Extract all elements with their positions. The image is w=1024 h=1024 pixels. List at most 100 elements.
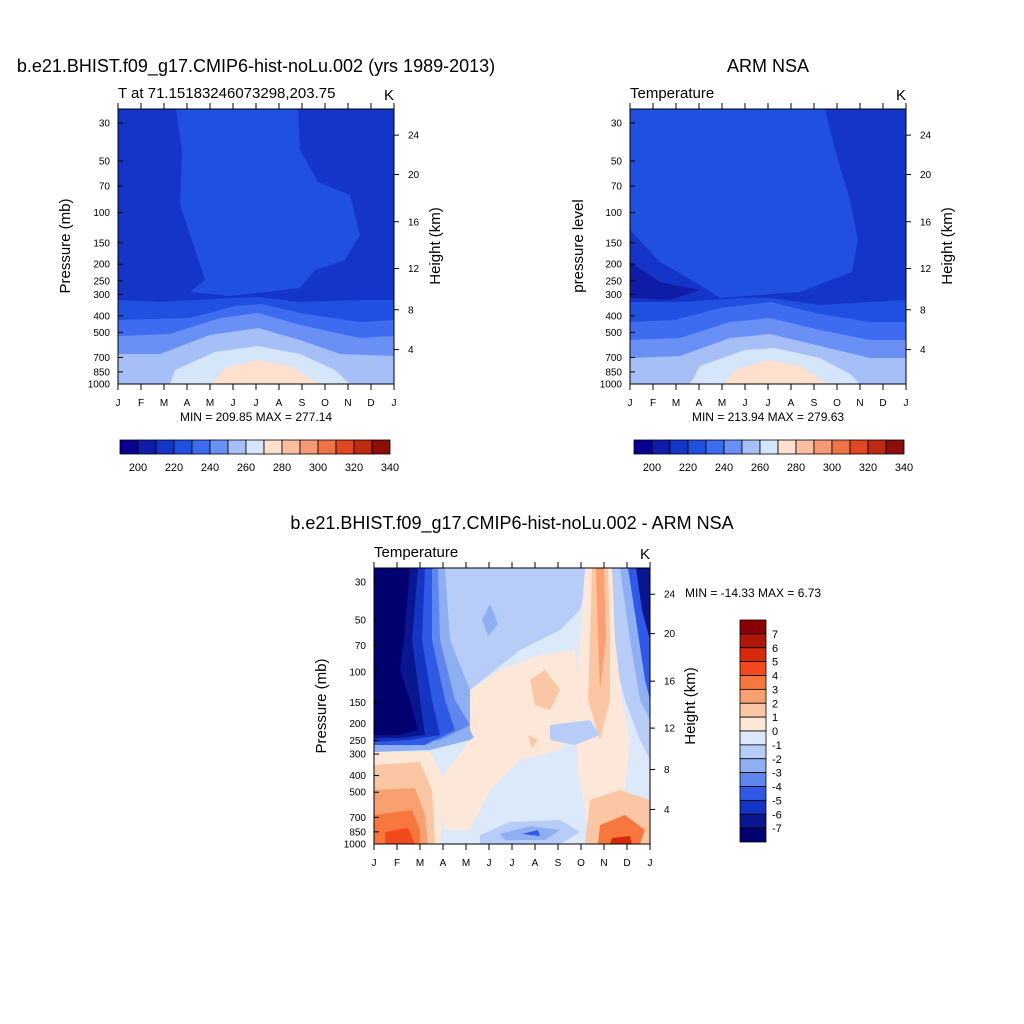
- x-tick-label: J: [648, 858, 653, 869]
- colorbar-swatch: [155, 439, 175, 455]
- y-right-tick-label: 24: [408, 131, 420, 142]
- colorbar-swatch: [669, 439, 689, 455]
- colorbar-swatch: [263, 439, 283, 455]
- x-tick-label: D: [879, 398, 886, 409]
- colorbar: 7 6 5 43 2 1 0 -1 -2 -3 -4-5 -6 -7: [739, 619, 782, 843]
- colorbar-swatch: [335, 439, 355, 455]
- y-right-tick-label: 20: [408, 170, 420, 181]
- y-right-tick-label: 16: [920, 217, 932, 228]
- contour-pos2-mid2: [528, 735, 538, 748]
- x-tick-label: F: [394, 858, 400, 869]
- y-tick-label: 850: [93, 367, 110, 378]
- y-axis-label: Pressure (mb): [57, 198, 74, 293]
- colorbar-swatch: [687, 439, 707, 455]
- y-tick-label: 500: [93, 328, 110, 339]
- x-tick-label: J: [392, 398, 397, 409]
- y-right-tick-label: 16: [408, 217, 420, 228]
- colorbar-label: -3: [772, 768, 782, 780]
- colorbar-label: 200: [129, 462, 147, 474]
- colorbar-label: 300: [309, 462, 327, 474]
- y-tick-label: 100: [93, 208, 110, 219]
- y-tick-label: 150: [605, 238, 622, 249]
- x-tick-label: A: [696, 398, 703, 409]
- colorbar-swatch: [739, 702, 767, 718]
- x-tick-label: A: [184, 398, 191, 409]
- y-tick-label: 70: [99, 182, 111, 193]
- colorbar-swatch: [633, 439, 653, 455]
- x-tick-label: J: [487, 858, 492, 869]
- y-tick-label: 400: [349, 771, 366, 782]
- colorbar-label: 200: [643, 462, 661, 474]
- y-ticks-right: 24 20 16 12 8 4: [650, 590, 676, 816]
- y-tick-label: 50: [611, 157, 623, 168]
- contour-pos3-nov: [596, 568, 606, 690]
- panel-title: ARM NSA: [727, 56, 809, 76]
- y-tick-label: 1000: [88, 380, 111, 391]
- colorbar-label: 5: [772, 657, 778, 669]
- x-tick-label: O: [321, 398, 329, 409]
- x-tick-label: O: [577, 858, 585, 869]
- colorbar-swatch: [739, 786, 767, 801]
- y-tick-label: 30: [99, 119, 111, 130]
- colorbar-swatch: [371, 439, 391, 455]
- x-tick-label: M: [416, 858, 424, 869]
- panel-obs: ARM NSA Temperature K 30 50 70 100 150 200 250…: [570, 56, 956, 474]
- colorbar-label: 0: [772, 726, 778, 738]
- x-tick-label: J: [372, 858, 377, 869]
- min-max-stats: MIN = 209.85 MAX = 277.14: [180, 410, 332, 424]
- x-tick-label: M: [206, 398, 214, 409]
- y-tick-label: 100: [349, 667, 366, 678]
- y-right-tick-label: 4: [664, 805, 670, 816]
- colorbar-label: 220: [679, 462, 697, 474]
- y-tick-label: 70: [355, 641, 367, 652]
- x-tick-label: J: [231, 398, 236, 409]
- x-tick-label: S: [811, 398, 818, 409]
- contour-neg4-bottom: [522, 830, 540, 836]
- colorbar-label: -1: [772, 740, 782, 752]
- colorbar-label: -2: [772, 754, 782, 766]
- y-tick-label: 50: [99, 157, 111, 168]
- y-right-tick-label: 8: [664, 765, 670, 776]
- contour-neg2-blob: [482, 604, 498, 636]
- x-tick-label: N: [600, 858, 607, 869]
- contour-band-mid: [630, 109, 858, 298]
- colorbar-swatch: [813, 439, 833, 455]
- y-right-tick-label: 12: [920, 264, 932, 275]
- colorbar-swatch: [705, 439, 725, 455]
- x-tick-label: D: [367, 398, 374, 409]
- y-tick-label: 200: [93, 260, 110, 271]
- colorbar-swatch: [741, 439, 761, 455]
- panel-units: K: [896, 87, 906, 104]
- contour-field: [118, 109, 394, 384]
- colorbar-label: 320: [859, 462, 877, 474]
- panel-title: b.e21.BHIST.f09_g17.CMIP6-hist-noLu.002 …: [17, 56, 495, 77]
- colorbar-label: -7: [772, 823, 782, 835]
- y-tick-label: 1000: [344, 840, 367, 851]
- y-tick-label: 1000: [600, 380, 623, 391]
- y-tick-label: 300: [349, 750, 366, 761]
- colorbar-swatch: [739, 758, 767, 774]
- colorbar-swatch: [173, 439, 193, 455]
- colorbar-label: 6: [772, 643, 778, 655]
- y-ticks-left: 30 50 70 100 150 200 250 300 400 500 700 850 1000: [344, 578, 379, 851]
- y-tick-label: 100: [605, 208, 622, 219]
- contour-pos2-mid: [530, 670, 560, 710]
- y-tick-label: 150: [349, 698, 366, 709]
- colorbar-label: -6: [772, 809, 782, 821]
- colorbar-swatch: [739, 661, 767, 676]
- colorbar-swatch: [867, 439, 887, 455]
- y-tick-label: 250: [605, 276, 622, 287]
- min-max-stats: MIN = -14.33 MAX = 6.73: [685, 586, 821, 600]
- colorbar-label: 340: [381, 462, 399, 474]
- colorbar-swatch: [739, 688, 767, 704]
- colorbar-swatch: [353, 439, 373, 455]
- panel-subtitle-left: Temperature: [630, 85, 714, 102]
- y-tick-label: 700: [93, 353, 110, 364]
- x-tick-label: N: [856, 398, 863, 409]
- y-tick-label: 250: [93, 276, 110, 287]
- colorbar-swatch: [119, 439, 139, 455]
- y-axis-label-right: Height (km): [427, 207, 444, 285]
- colorbar-label: 2: [772, 698, 778, 710]
